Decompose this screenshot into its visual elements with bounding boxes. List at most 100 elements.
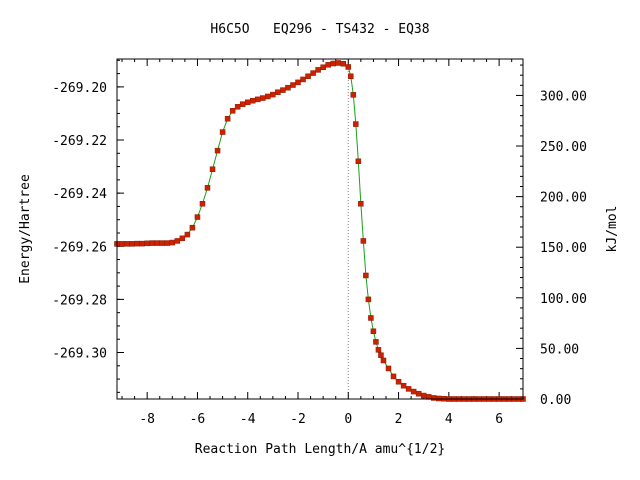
y2-tick-label: 50.00 xyxy=(540,342,579,357)
data-point xyxy=(184,231,191,238)
data-point xyxy=(204,185,211,191)
x-tick-label: 2 xyxy=(395,412,403,427)
y2-tick-label: 300.00 xyxy=(540,89,587,104)
data-point xyxy=(335,60,341,66)
data-point xyxy=(400,382,407,389)
data-point xyxy=(139,240,145,247)
data-point xyxy=(285,84,291,91)
data-point xyxy=(355,158,362,165)
y2-tick-label: 0.00 xyxy=(540,393,571,408)
data-point xyxy=(410,388,417,395)
data-point xyxy=(169,239,176,246)
data-point xyxy=(348,73,354,80)
data-point xyxy=(375,347,382,353)
data-point xyxy=(405,386,412,392)
data-point xyxy=(431,395,437,401)
data-point xyxy=(209,166,216,172)
data-point xyxy=(179,235,186,242)
plot-frame xyxy=(116,58,524,400)
y-tick-label: -269.20 xyxy=(52,81,107,96)
data-point xyxy=(315,67,321,73)
chart-title: H6C5O EQ296 - TS432 - EQ38 xyxy=(210,22,429,37)
data-point xyxy=(214,147,221,154)
data-point xyxy=(144,240,150,247)
y-tick-label: -269.28 xyxy=(52,293,107,308)
x-tick-label: 0 xyxy=(344,412,352,427)
data-point xyxy=(124,241,130,247)
y2-tick-label: 250.00 xyxy=(540,140,587,155)
data-point xyxy=(189,224,196,231)
data-point xyxy=(378,352,384,358)
y2-tick-label: 200.00 xyxy=(540,191,587,206)
data-point xyxy=(436,395,442,402)
data-point xyxy=(244,99,251,106)
data-point xyxy=(395,378,402,385)
data-point xyxy=(199,201,206,207)
data-point xyxy=(290,82,296,88)
data-point xyxy=(350,92,357,98)
x-tick-label: -8 xyxy=(139,412,155,427)
data-point xyxy=(365,296,372,303)
data-point xyxy=(390,373,397,380)
data-point xyxy=(358,201,364,207)
data-point xyxy=(229,108,236,114)
x-tick-label: -2 xyxy=(290,412,306,427)
data-point xyxy=(159,240,165,246)
y-tick-label: -269.24 xyxy=(52,187,107,202)
data-point xyxy=(119,241,125,247)
data-point xyxy=(270,91,276,98)
data-point xyxy=(250,97,256,104)
data-point xyxy=(174,238,181,244)
data-point xyxy=(149,240,155,246)
data-point xyxy=(280,87,286,93)
x-tick-label: -6 xyxy=(190,412,206,427)
data-point xyxy=(370,328,377,335)
y2-axis-label: kJ/mol xyxy=(605,206,620,253)
data-point xyxy=(255,96,261,103)
data-point xyxy=(154,240,160,246)
data-point xyxy=(224,116,231,122)
data-point xyxy=(300,76,306,83)
data-point xyxy=(330,60,336,67)
x-axis-label: Reaction Path Length/A amu^{1/2} xyxy=(195,442,445,457)
y-tick-label: -269.22 xyxy=(52,134,107,149)
data-point xyxy=(134,240,140,247)
series-layer xyxy=(117,62,523,400)
data-point xyxy=(325,62,331,68)
data-point xyxy=(340,61,346,67)
data-point xyxy=(219,129,226,135)
data-point xyxy=(320,64,326,70)
data-point xyxy=(420,392,427,399)
data-point xyxy=(275,89,281,95)
data-point xyxy=(239,101,246,107)
data-point xyxy=(305,73,311,80)
data-point xyxy=(380,357,387,364)
y2-tick-label: 150.00 xyxy=(540,241,587,256)
data-point xyxy=(129,241,135,247)
data-point xyxy=(363,272,369,279)
marker-layer xyxy=(114,60,526,402)
data-point xyxy=(373,339,379,345)
data-point xyxy=(310,70,316,76)
data-point xyxy=(415,390,422,397)
y2-tick-label: 100.00 xyxy=(540,292,587,307)
data-point xyxy=(295,79,301,86)
y-tick-label: -269.30 xyxy=(52,347,107,362)
y-tick-label: -269.26 xyxy=(52,240,107,255)
data-point xyxy=(164,240,171,246)
data-point xyxy=(345,64,352,70)
data-point xyxy=(368,315,374,321)
data-point xyxy=(265,93,271,100)
y-axis-label: Energy/Hartree xyxy=(18,174,33,284)
data-point xyxy=(194,214,201,220)
data-point xyxy=(234,104,241,110)
x-tick-label: 6 xyxy=(495,412,503,427)
data-point xyxy=(260,95,266,101)
series-line xyxy=(117,62,523,400)
data-point xyxy=(360,238,367,244)
data-point xyxy=(385,365,392,372)
x-tick-label: 4 xyxy=(445,412,453,427)
data-point xyxy=(353,121,359,127)
x-tick-label: -4 xyxy=(240,412,256,427)
